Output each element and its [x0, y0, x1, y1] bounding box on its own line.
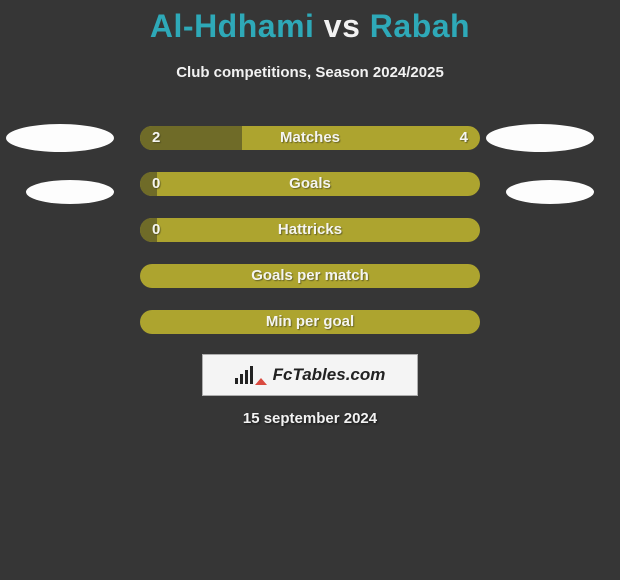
stat-label: Matches — [140, 126, 480, 150]
stat-row: Goals per match — [140, 264, 480, 288]
stat-value-left: 0 — [140, 172, 172, 196]
stat-value-left: 0 — [140, 218, 172, 242]
stat-value-right: 4 — [448, 126, 480, 150]
stat-row: Goals0 — [140, 172, 480, 196]
stat-value-left: 2 — [140, 126, 172, 150]
date-line: 15 september 2024 — [0, 410, 620, 427]
watermark: FcTables.com — [202, 354, 418, 396]
avatars-layer — [0, 0, 620, 580]
stat-label: Min per goal — [140, 310, 480, 334]
stat-row: Min per goal — [140, 310, 480, 334]
stat-label: Hattricks — [140, 218, 480, 242]
avatar-ellipse — [6, 124, 114, 152]
watermark-text: FcTables.com — [273, 365, 386, 385]
avatar-ellipse — [486, 124, 594, 152]
stat-label: Goals — [140, 172, 480, 196]
stat-row: Hattricks0 — [140, 218, 480, 242]
avatar-ellipse — [26, 180, 114, 204]
stat-label: Goals per match — [140, 264, 480, 288]
stat-row: Matches2 4 — [140, 126, 480, 150]
watermark-chart-icon — [235, 366, 267, 384]
avatar-ellipse — [506, 180, 594, 204]
